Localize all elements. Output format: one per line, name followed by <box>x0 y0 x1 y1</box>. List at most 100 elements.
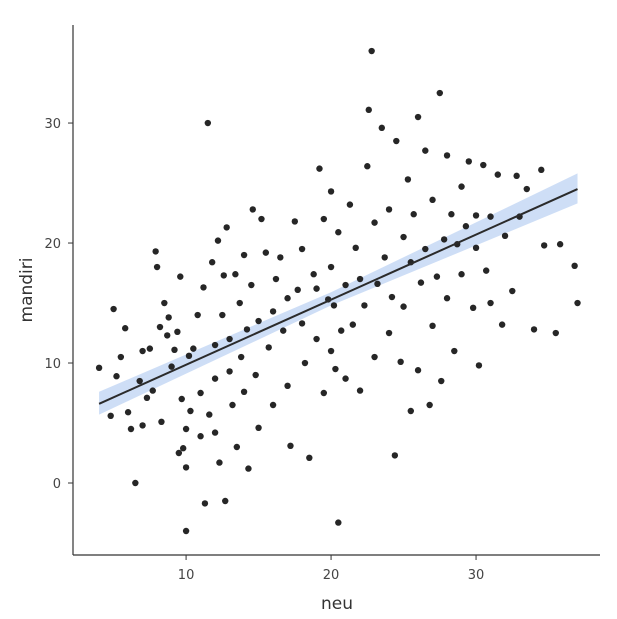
point <box>410 211 417 218</box>
point <box>393 137 400 145</box>
point <box>400 233 407 241</box>
point <box>556 241 564 248</box>
point <box>294 286 301 294</box>
point <box>414 113 422 121</box>
point <box>139 422 146 429</box>
point <box>298 320 306 327</box>
x-axis-label: neu <box>321 594 353 614</box>
point <box>201 500 209 507</box>
point <box>320 215 328 223</box>
point <box>182 527 190 535</box>
point <box>342 375 349 382</box>
point <box>356 275 364 283</box>
point <box>211 341 219 349</box>
point <box>229 401 236 409</box>
point <box>378 124 386 132</box>
point <box>342 281 349 289</box>
point <box>240 388 248 396</box>
point <box>240 251 248 259</box>
point <box>248 281 255 289</box>
point <box>113 373 120 380</box>
point <box>211 375 219 382</box>
point <box>291 218 299 225</box>
point <box>364 163 371 170</box>
point <box>223 224 230 231</box>
point <box>338 327 345 334</box>
point <box>301 359 309 367</box>
point <box>194 311 201 319</box>
point <box>426 401 433 409</box>
point <box>494 171 501 178</box>
point <box>245 465 252 472</box>
point <box>388 293 396 301</box>
point <box>509 287 516 295</box>
point <box>178 395 185 403</box>
point <box>153 263 161 271</box>
point <box>571 262 578 270</box>
point <box>136 377 143 385</box>
point <box>335 519 342 526</box>
point <box>220 272 227 279</box>
regression-line <box>98 188 578 405</box>
point <box>371 219 378 226</box>
point <box>487 299 494 307</box>
point <box>214 237 222 244</box>
point <box>374 280 381 288</box>
point <box>255 317 262 325</box>
point <box>226 368 233 375</box>
point <box>280 327 287 334</box>
point <box>110 305 117 313</box>
point <box>174 328 181 336</box>
x-tick-label: 30 <box>468 568 485 583</box>
point <box>182 425 190 433</box>
confidence-band <box>99 173 578 415</box>
point <box>165 314 172 321</box>
point <box>269 308 277 315</box>
point <box>422 147 429 154</box>
point <box>404 176 412 183</box>
point <box>574 299 581 307</box>
point <box>313 285 320 292</box>
point <box>530 326 538 333</box>
y-tick-label: 30 <box>44 117 61 132</box>
point <box>146 345 154 352</box>
point <box>226 335 233 343</box>
point <box>540 242 548 249</box>
point <box>243 326 251 333</box>
point <box>187 407 194 415</box>
point <box>538 166 545 174</box>
point <box>327 188 335 195</box>
point <box>132 479 139 487</box>
point <box>365 106 372 114</box>
point <box>472 244 480 252</box>
point <box>284 295 291 302</box>
y-tick-label: 10 <box>44 357 61 372</box>
point <box>95 364 103 372</box>
point <box>200 284 207 291</box>
point <box>480 161 487 169</box>
point <box>139 347 146 355</box>
point <box>316 165 323 172</box>
point <box>320 389 328 397</box>
point <box>177 273 184 280</box>
point <box>462 223 470 230</box>
point <box>313 335 320 343</box>
point <box>232 271 239 278</box>
point <box>349 321 357 328</box>
point <box>465 158 472 165</box>
y-tick-label: 0 <box>53 477 61 492</box>
point <box>381 254 388 261</box>
point <box>498 321 506 328</box>
point <box>143 394 151 402</box>
point <box>422 245 429 253</box>
point <box>440 236 448 243</box>
point <box>222 497 229 505</box>
point <box>171 346 178 354</box>
point <box>197 433 204 440</box>
point <box>400 303 407 310</box>
point <box>149 387 156 394</box>
point <box>262 249 270 256</box>
point <box>523 185 530 193</box>
point <box>451 347 458 355</box>
